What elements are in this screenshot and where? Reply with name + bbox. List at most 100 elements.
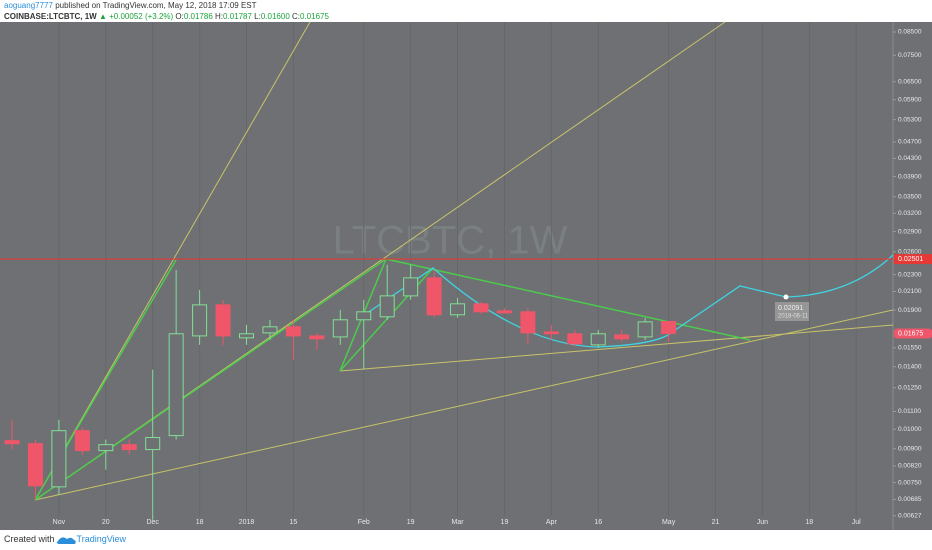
candle-body xyxy=(356,311,372,321)
x-tick-label: Mar xyxy=(452,519,465,526)
trend-line xyxy=(339,324,894,372)
candle-body xyxy=(426,277,442,316)
x-tick-label: Jul xyxy=(852,519,861,526)
y-tick-label: 0.00900 xyxy=(898,445,922,452)
candle-body xyxy=(614,334,630,340)
change: +0.00052 (+3.2%) xyxy=(109,12,174,21)
created-with: Created with xyxy=(4,534,55,544)
ohlc-value: 0.01600 xyxy=(260,12,290,21)
y-tick-label: 0.03900 xyxy=(898,173,922,180)
ohlc-label: L: xyxy=(254,12,261,21)
last-price-tag xyxy=(894,328,932,339)
y-tick-label: 0.07500 xyxy=(898,52,922,59)
ohlc-label: C: xyxy=(292,12,300,21)
projection-curve xyxy=(359,254,894,348)
candle-body xyxy=(637,321,653,338)
x-tick-label: May xyxy=(662,519,676,526)
x-tick-label: 18 xyxy=(196,519,204,526)
author[interactable]: aoguang7777 xyxy=(4,1,53,10)
candle-body xyxy=(473,303,489,313)
ohlc-value: 0.01786 xyxy=(183,12,213,21)
projection-date: 2018-06-11 xyxy=(778,314,809,320)
symbol: COINBASE:LTCBTC, 1W xyxy=(4,12,97,21)
candle-body xyxy=(239,333,254,339)
candle-body xyxy=(192,304,208,337)
candle-body xyxy=(309,335,325,340)
y-tick-label: 0.06500 xyxy=(898,78,922,85)
projection-price: 0.02091 xyxy=(778,305,803,312)
header: aoguang7777 published on TradingView.com… xyxy=(4,0,329,22)
candle-body xyxy=(121,444,137,451)
x-tick-label: 2018 xyxy=(239,519,255,526)
y-tick-label: 0.02100 xyxy=(898,288,922,295)
ohlc-value: 0.01787 xyxy=(223,12,252,21)
x-tick-label: 19 xyxy=(407,519,415,526)
ohlc-value: 0.01675 xyxy=(300,12,329,21)
trend-line xyxy=(34,21,311,501)
trend-line xyxy=(34,309,894,501)
x-tick-label: Dec xyxy=(146,519,159,526)
y-tick-label: 0.01400 xyxy=(898,363,922,370)
candle-body xyxy=(168,333,184,437)
projection-label-bg xyxy=(775,302,809,321)
published: published on TradingView.com, May 12, 20… xyxy=(55,1,257,10)
y-tick-label: 0.05900 xyxy=(898,96,922,103)
candle-body xyxy=(590,333,606,346)
ohlc-label: O: xyxy=(175,12,184,21)
candle-body xyxy=(4,440,20,445)
candle-body xyxy=(98,444,114,452)
candle-body xyxy=(379,295,395,318)
arrow: ▲ xyxy=(98,12,107,21)
y-tick-label: 0.04300 xyxy=(898,155,922,162)
y-tick-label: 0.01100 xyxy=(898,408,921,415)
candle-body xyxy=(567,333,583,345)
y-tick-label: 0.03500 xyxy=(898,193,922,200)
y-tick-label: 0.00627 xyxy=(898,513,922,520)
y-tick-label: 0.02900 xyxy=(898,228,922,235)
candle-body xyxy=(74,430,90,452)
y-tick-label: 0.01000 xyxy=(898,426,922,433)
x-tick-label: 16 xyxy=(594,519,602,526)
y-tick-label: 0.03200 xyxy=(898,210,922,217)
candle-body xyxy=(496,310,512,314)
x-tick-label: Nov xyxy=(53,519,66,526)
candle-body xyxy=(543,331,559,335)
candle-body xyxy=(661,321,677,334)
candle-body xyxy=(27,443,43,487)
ohlc-label: H: xyxy=(215,12,224,21)
candle-body xyxy=(520,311,536,334)
candle-body xyxy=(215,304,231,337)
candle-body xyxy=(51,430,67,488)
x-tick-label: 18 xyxy=(805,519,813,526)
x-tick-label: 19 xyxy=(501,519,509,526)
brand[interactable]: TradingView xyxy=(76,534,127,544)
candle-body xyxy=(145,437,161,451)
y-tick-label: 0.02300 xyxy=(898,271,922,278)
x-tick-label: Apr xyxy=(546,519,558,526)
y-tick-label: 0.00750 xyxy=(898,479,922,486)
x-tick-label: 15 xyxy=(290,519,298,526)
y-tick-label: 0.04700 xyxy=(898,139,922,146)
price-line-tag xyxy=(894,254,932,265)
candle-body xyxy=(285,326,301,337)
y-tick-label: 0.00820 xyxy=(898,463,922,470)
candle-body xyxy=(332,319,348,338)
chart-bg xyxy=(0,22,932,530)
y-tick-label: 0.00685 xyxy=(898,496,922,503)
last-price-label: 0.01675 xyxy=(898,330,923,337)
price-line-label: 0.02501 xyxy=(898,256,923,263)
candle-body xyxy=(262,326,278,334)
y-tick-label: 0.05300 xyxy=(898,116,922,123)
x-tick-label: Feb xyxy=(358,519,370,526)
x-tick-label: 21 xyxy=(712,519,720,526)
candle-body xyxy=(403,277,419,297)
projection-point xyxy=(783,294,789,300)
y-tick-label: 0.01250 xyxy=(898,384,922,391)
y-tick-label: 0.02600 xyxy=(898,249,922,256)
footer: Created with TradingView xyxy=(4,534,126,544)
y-tick-label: 0.01900 xyxy=(898,307,922,314)
trend-line xyxy=(385,258,751,341)
watermark: LTCBTC, 1W xyxy=(333,219,568,263)
candle-body xyxy=(450,303,466,316)
